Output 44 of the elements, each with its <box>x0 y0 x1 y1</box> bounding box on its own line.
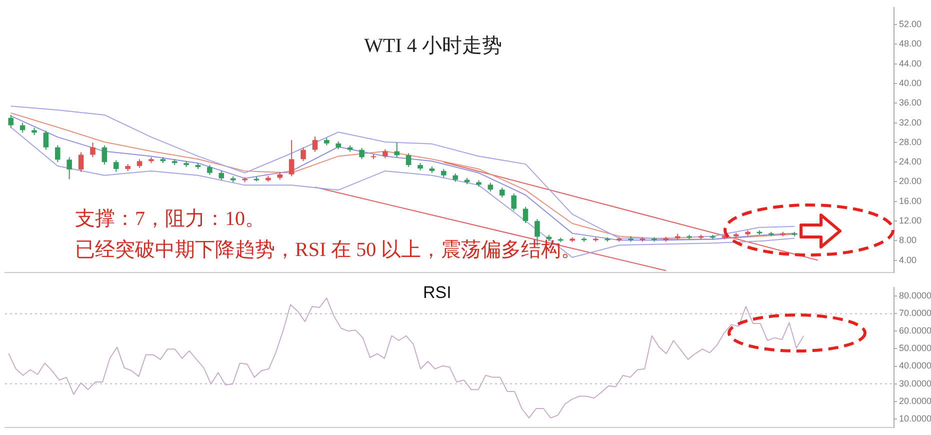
y-tick-label: 20.0000 <box>899 396 931 406</box>
candlestick <box>522 206 528 224</box>
annotation: 支撑：7，阻力：10。 <box>75 207 266 232</box>
y-tick-label: 32.00 <box>899 117 922 128</box>
y-tick-label: 40.00 <box>899 78 922 88</box>
y-tick-label: 80.0000 <box>899 290 931 301</box>
candlestick <box>113 160 119 172</box>
y-tick-label: 40.0000 <box>899 360 931 371</box>
candlestick <box>359 147 364 160</box>
candlestick <box>312 136 318 152</box>
y-tick-label: 4.00 <box>899 254 917 265</box>
y-tick-label: 50.0000 <box>899 343 931 354</box>
candlestick <box>406 152 412 168</box>
annotation: 已经突破中期下降趋势，RSI 在 50 以上，震荡偏多结构。 <box>75 238 582 263</box>
candlestick <box>8 114 14 128</box>
y-tick-label: 10.0000 <box>899 413 931 424</box>
candlestick <box>102 144 108 166</box>
candlestick <box>207 164 212 176</box>
candlestick <box>66 156 72 180</box>
candlestick <box>511 193 516 212</box>
y-tick-label: 60.0000 <box>899 326 931 336</box>
y-tick-label: 20.00 <box>899 176 922 186</box>
candlestick <box>78 152 84 172</box>
y-tick-label: 8.00 <box>899 235 917 246</box>
chart-title: RSI <box>423 283 452 303</box>
candlestick <box>394 142 400 158</box>
y-tick-label: 48.00 <box>899 38 922 49</box>
y-tick-label: 36.00 <box>899 98 922 108</box>
y-tick-label: 28.00 <box>899 136 922 147</box>
y-tick-label: 70.0000 <box>899 308 931 318</box>
y-tick-label: 12.00 <box>899 216 922 226</box>
y-tick-label: 16.00 <box>899 196 922 206</box>
candlestick <box>43 130 49 150</box>
text: WTI 4 小时走势 <box>363 34 503 59</box>
y-tick-label: 44.00 <box>899 58 922 68</box>
candlestick <box>55 144 60 163</box>
y-tick-label: 24.00 <box>899 156 922 167</box>
candlestick <box>300 146 306 162</box>
candlestick <box>90 142 96 158</box>
candlestick <box>218 170 224 181</box>
candlestick <box>288 140 294 177</box>
candlestick <box>500 187 505 198</box>
y-tick-label: 52.00 <box>899 19 922 30</box>
y-tick-label: 30.0000 <box>899 378 931 388</box>
